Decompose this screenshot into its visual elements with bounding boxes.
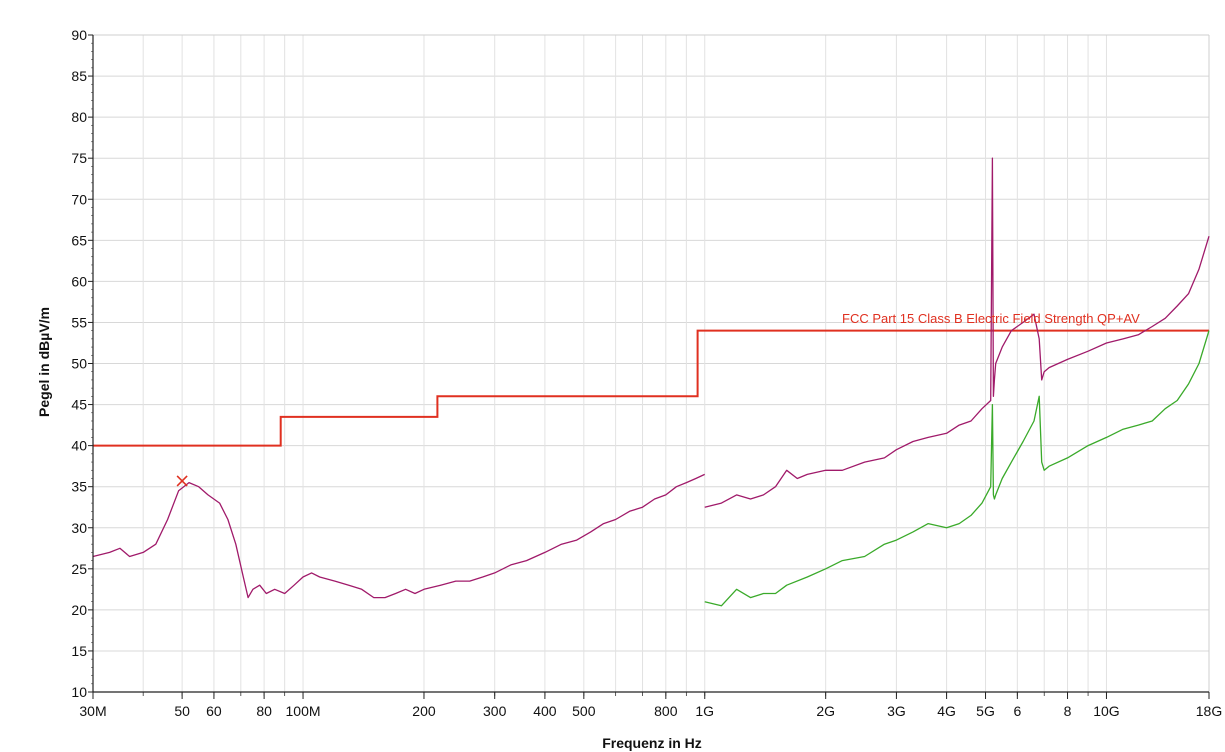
limit-line-group <box>93 329 1209 447</box>
x-tick-label: 30M <box>79 703 106 719</box>
y-tick-label: 90 <box>71 27 87 43</box>
x-tick-label: 5G <box>976 703 995 719</box>
x-tick-label: 4G <box>937 703 956 719</box>
x-tick-label: 800 <box>654 703 678 719</box>
y-tick-label: 30 <box>71 520 87 536</box>
x-tick-label: 2G <box>816 703 835 719</box>
series-line-1 <box>92 473 705 599</box>
y-tick-label: 40 <box>71 438 87 454</box>
x-axis-title: Frequenz in Hz <box>602 735 702 751</box>
x-tick-label: 300 <box>483 703 507 719</box>
y-tick-label: 65 <box>71 232 87 248</box>
y-axis-title: Pegel in dBµV/m <box>36 307 52 417</box>
y-tick-label: 80 <box>71 109 87 125</box>
y-tick-label: 60 <box>71 273 87 289</box>
x-tick-label: 50 <box>174 703 190 719</box>
y-tick-label: 75 <box>71 150 87 166</box>
y-tick-label: 70 <box>71 191 87 207</box>
marker-group <box>176 475 188 487</box>
peak-marker <box>176 475 188 487</box>
series-line-2 <box>704 157 1210 508</box>
limit-line-label: FCC Part 15 Class B Electric Field Stren… <box>842 311 1140 326</box>
grid <box>92 34 1210 693</box>
y-tick-label: 15 <box>71 643 87 659</box>
x-tick-label: 100M <box>286 703 321 719</box>
x-tick-label: 500 <box>572 703 596 719</box>
x-tick-label: 400 <box>533 703 557 719</box>
x-tick-label: 6 <box>1013 703 1021 719</box>
y-tick-label: 10 <box>71 684 87 700</box>
y-tick-label: 55 <box>71 314 87 330</box>
y-tick-label: 50 <box>71 356 87 372</box>
series-group <box>92 157 1210 607</box>
x-tick-label: 80 <box>256 703 272 719</box>
limit-line <box>93 329 1209 447</box>
y-tick-label: 45 <box>71 397 87 413</box>
y-tick-label: 35 <box>71 479 87 495</box>
y-tick-label: 25 <box>71 561 87 577</box>
x-tick-label: 1G <box>695 703 714 719</box>
y-tick-label: 85 <box>71 68 87 84</box>
tick-labels: 10 15 20 25 30 35 40 45 50 55 60 65 70 75 80 85 90 30M 50 6… <box>71 27 1222 719</box>
x-tick-label: 200 <box>412 703 436 719</box>
axes <box>88 34 1210 699</box>
x-tick-label: 18G <box>1196 703 1222 719</box>
x-tick-label: 8 <box>1064 703 1072 719</box>
x-tick-label: 10G <box>1093 703 1119 719</box>
x-tick-label: 60 <box>206 703 222 719</box>
y-tick-label: 20 <box>71 602 87 618</box>
x-tick-label: 3G <box>887 703 906 719</box>
peak-marker-stroke <box>176 475 188 487</box>
series-line-3 <box>704 330 1210 607</box>
